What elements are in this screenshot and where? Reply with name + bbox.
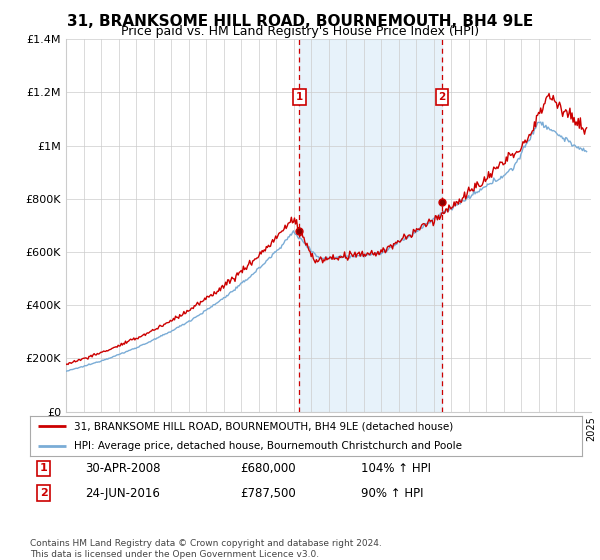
- Text: 1: 1: [296, 92, 303, 102]
- Text: 24-JUN-2016: 24-JUN-2016: [85, 487, 160, 500]
- Text: 90% ↑ HPI: 90% ↑ HPI: [361, 487, 424, 500]
- Text: 30-APR-2008: 30-APR-2008: [85, 462, 161, 475]
- Text: £787,500: £787,500: [240, 487, 296, 500]
- Text: 31, BRANKSOME HILL ROAD, BOURNEMOUTH, BH4 9LE: 31, BRANKSOME HILL ROAD, BOURNEMOUTH, BH…: [67, 14, 533, 29]
- Bar: [299, 39, 442, 412]
- Text: 2: 2: [438, 92, 446, 102]
- Text: 2: 2: [40, 488, 47, 498]
- Text: 104% ↑ HPI: 104% ↑ HPI: [361, 462, 431, 475]
- Text: £680,000: £680,000: [240, 462, 295, 475]
- Text: 1: 1: [40, 463, 47, 473]
- Text: 31, BRANKSOME HILL ROAD, BOURNEMOUTH, BH4 9LE (detached house): 31, BRANKSOME HILL ROAD, BOURNEMOUTH, BH…: [74, 421, 454, 431]
- Text: Contains HM Land Registry data © Crown copyright and database right 2024.
This d: Contains HM Land Registry data © Crown c…: [30, 539, 382, 559]
- Text: Price paid vs. HM Land Registry's House Price Index (HPI): Price paid vs. HM Land Registry's House …: [121, 25, 479, 38]
- Text: HPI: Average price, detached house, Bournemouth Christchurch and Poole: HPI: Average price, detached house, Bour…: [74, 441, 462, 451]
